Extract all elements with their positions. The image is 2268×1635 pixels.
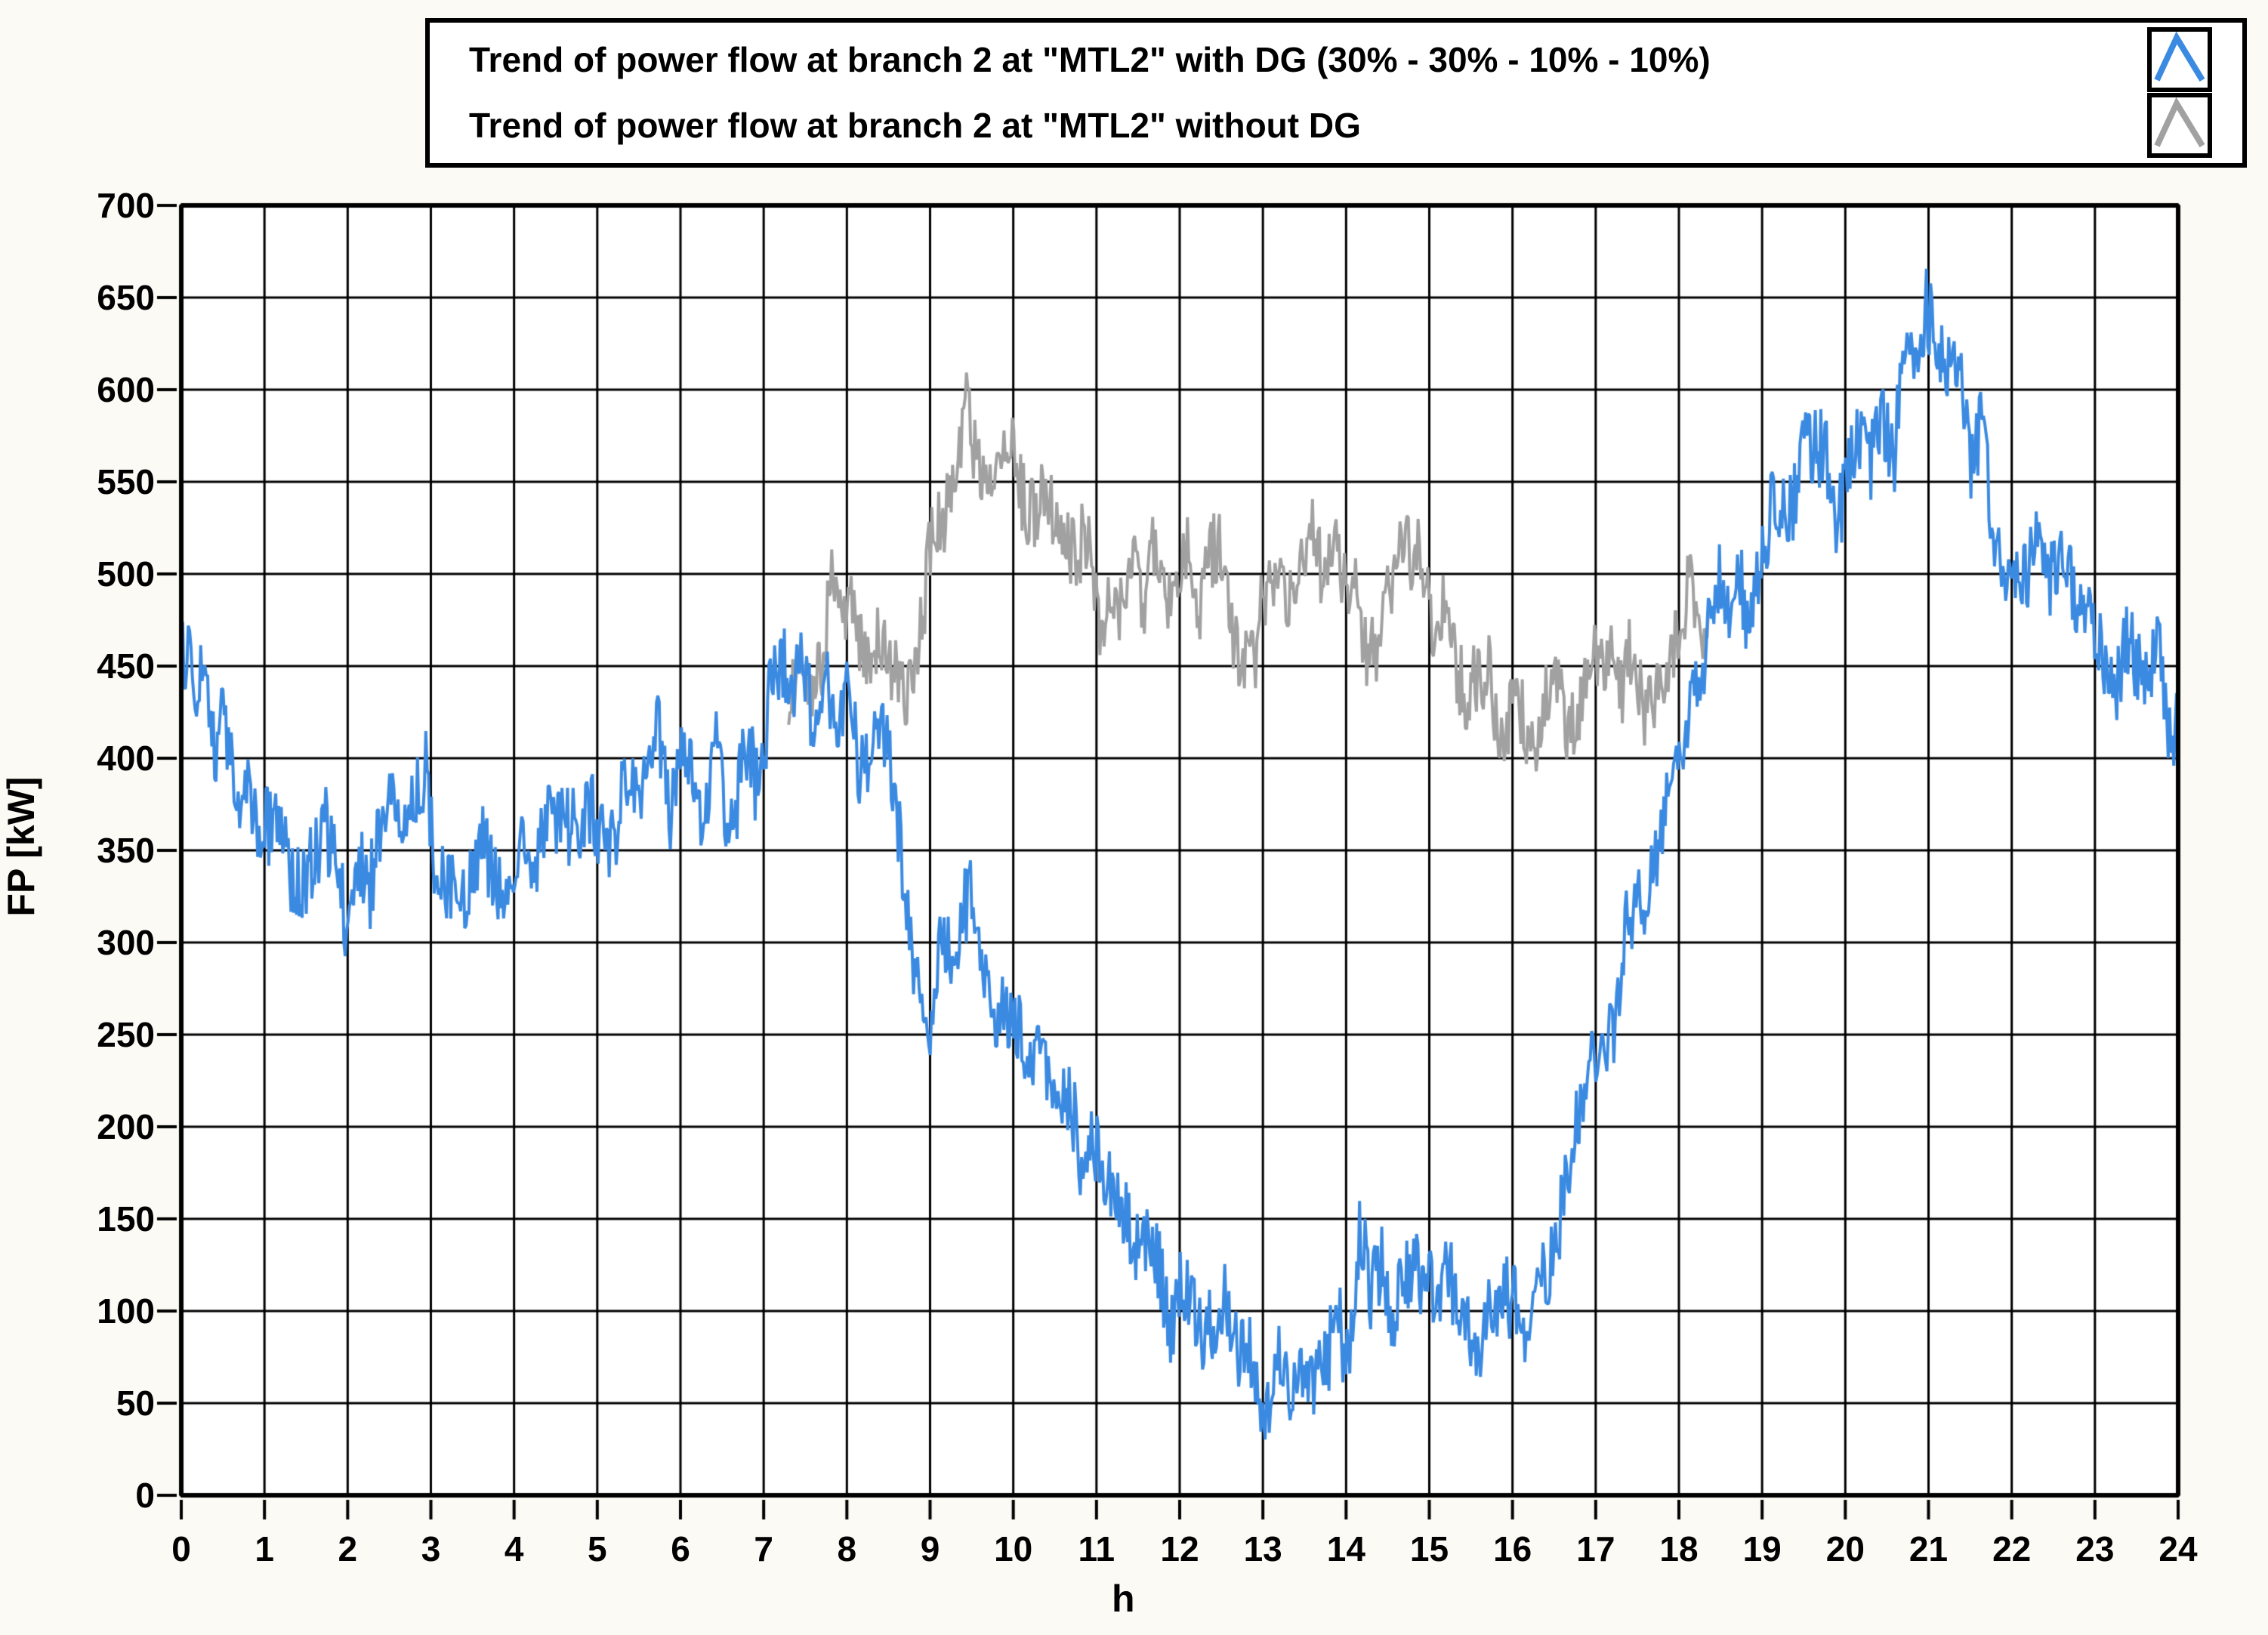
y-tick-label: 250 [97, 1015, 155, 1054]
x-tick-label: 6 [671, 1529, 690, 1569]
legend-row-with-dg: Trend of power flow at branch 2 at "MTL2… [469, 26, 2212, 92]
x-tick-label: 20 [1825, 1529, 1865, 1569]
legend-swatch-without-dg [2147, 92, 2212, 158]
y-tick-label: 700 [97, 186, 155, 225]
x-tick-label: 4 [504, 1529, 524, 1569]
y-tick-label: 150 [97, 1199, 155, 1239]
x-tick-label: 22 [1992, 1529, 2032, 1569]
x-tick-label: 17 [1576, 1529, 1615, 1569]
legend-row-without-dg: Trend of power flow at branch 2 at "MTL2… [469, 92, 2212, 158]
x-tick-label: 14 [1326, 1529, 1365, 1569]
x-tick-label: 15 [1409, 1529, 1449, 1569]
y-tick-label: 650 [97, 278, 155, 317]
x-tick-label: 23 [2075, 1529, 2115, 1569]
blue-line-caret-icon [2154, 31, 2205, 82]
y-tick-label: 500 [97, 554, 155, 594]
x-tick-label: 16 [1493, 1529, 1532, 1569]
x-tick-label: 18 [1659, 1529, 1699, 1569]
x-tick-label: 11 [1078, 1529, 1115, 1569]
gray-line-caret-icon [2154, 97, 2205, 147]
x-tick-label: 24 [2158, 1529, 2198, 1569]
x-tick-label: 8 [837, 1529, 857, 1569]
x-tick-label: 12 [1160, 1529, 1199, 1569]
y-axis-label: FP [kW] [0, 776, 42, 917]
y-tick-label: 450 [97, 646, 155, 686]
x-tick-label: 0 [171, 1529, 191, 1569]
legend-swatch-with-dg [2147, 26, 2212, 92]
y-tick-label: 550 [97, 462, 155, 501]
x-tick-label: 5 [588, 1529, 607, 1569]
legend: Trend of power flow at branch 2 at "MTL2… [425, 18, 2247, 168]
x-tick-label: 21 [1909, 1529, 1949, 1569]
legend-label-with-dg: Trend of power flow at branch 2 at "MTL2… [469, 39, 1711, 79]
y-tick-label: 300 [97, 923, 155, 962]
y-tick-label: 100 [97, 1291, 155, 1331]
legend-label-without-dg: Trend of power flow at branch 2 at "MTL2… [469, 105, 1361, 145]
x-tick-label: 2 [338, 1529, 358, 1569]
y-tick-label: 350 [97, 831, 155, 870]
y-tick-label: 400 [97, 739, 155, 778]
x-tick-label: 1 [255, 1529, 274, 1569]
y-tick-label: 0 [135, 1476, 155, 1515]
x-axis-label: h [1112, 1578, 1135, 1620]
x-tick-label: 7 [754, 1529, 773, 1569]
x-tick-label: 13 [1243, 1529, 1282, 1569]
x-tick-label: 19 [1742, 1529, 1782, 1569]
x-tick-label: 10 [994, 1529, 1033, 1569]
y-tick-label: 200 [97, 1107, 155, 1146]
x-tick-label: 3 [421, 1529, 441, 1569]
x-tick-label: 9 [920, 1529, 940, 1569]
y-tick-label: 600 [97, 370, 155, 409]
y-tick-label: 50 [116, 1384, 155, 1423]
